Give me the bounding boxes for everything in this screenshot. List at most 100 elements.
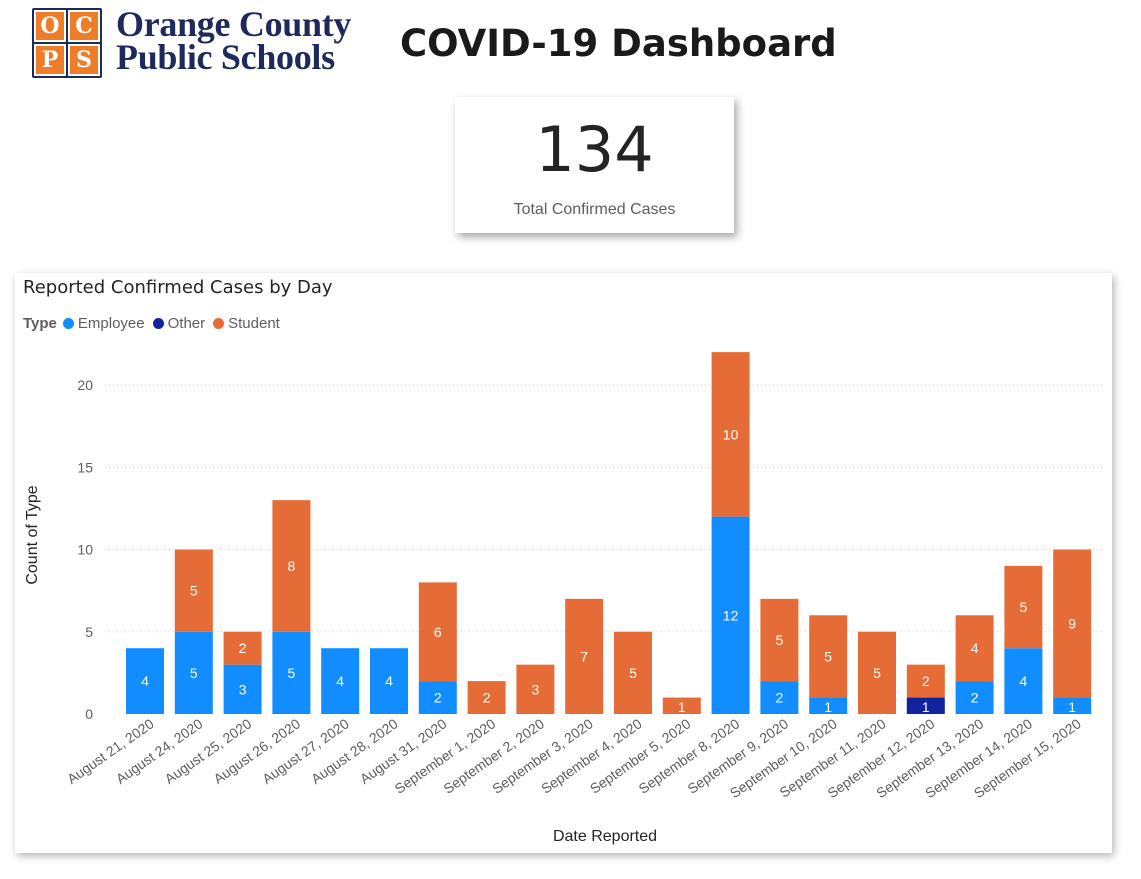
y-tick-label: 20 — [77, 377, 93, 393]
logo-letter: S — [68, 44, 100, 76]
data-label: 10 — [723, 426, 739, 442]
x-tick-label: August 21, 2020 — [64, 715, 157, 787]
legend-dot-other — [152, 318, 164, 329]
legend-label-other: Other — [167, 315, 206, 332]
data-label: 5 — [190, 665, 198, 681]
bar-segment-employee — [711, 516, 750, 714]
data-label: 5 — [824, 648, 832, 664]
bar-segment-student — [272, 500, 311, 632]
data-label: 2 — [971, 690, 979, 706]
legend-dot-employee — [62, 318, 74, 329]
total-cases-label: Total Confirmed Cases — [513, 201, 676, 218]
bar-segment-employee — [272, 631, 311, 714]
bar-segment-student — [614, 631, 652, 714]
logo-letter: C — [68, 10, 100, 42]
x-tick-label: August 25, 2020 — [162, 715, 255, 787]
data-label: 5 — [190, 583, 198, 599]
bar-segment-student — [809, 615, 848, 698]
x-axis-title: Date Reported — [553, 828, 657, 845]
bar-segment-student — [662, 697, 701, 714]
data-label: 2 — [776, 690, 784, 706]
data-label: 12 — [723, 607, 739, 623]
data-label: 5 — [288, 665, 296, 681]
bar-segment-employee — [223, 664, 262, 714]
data-label: 8 — [288, 558, 296, 574]
bar-segment-student — [418, 582, 457, 682]
total-cases-value: 134 — [535, 113, 654, 186]
data-label: 2 — [239, 640, 247, 656]
bar-segment-student — [711, 352, 750, 517]
bar-segment-other — [906, 697, 945, 714]
legend-item-other[interactable]: Other — [152, 315, 206, 332]
data-label: 9 — [1068, 616, 1076, 632]
data-label: 1 — [824, 699, 832, 715]
y-tick-label: 5 — [85, 624, 93, 640]
data-label: 5 — [629, 665, 637, 681]
bar-segment-employee — [126, 648, 164, 714]
logo-wordmark: Orange County Public Schools — [116, 6, 351, 77]
chart-title: Reported Confirmed Cases by Day — [23, 277, 333, 298]
logo-letter: P — [34, 44, 66, 76]
bar-segment-student — [174, 549, 213, 632]
bar-segment-student — [467, 681, 506, 714]
bar-segment-employee — [955, 681, 994, 714]
bar-segment-employee — [809, 697, 848, 714]
bar-segment-employee — [1004, 648, 1043, 714]
data-label: 5 — [873, 665, 881, 681]
x-tick-label: August 24, 2020 — [113, 715, 206, 787]
data-label: 2 — [434, 690, 442, 706]
legend-dot-student — [213, 318, 225, 329]
bar-segment-student — [760, 598, 799, 682]
bar-segment-student — [906, 664, 945, 698]
chart-legend: Type Employee Other Student — [23, 315, 288, 332]
data-label: 5 — [776, 632, 784, 648]
bar-segment-employee — [370, 648, 408, 714]
legend-title: Type — [23, 315, 57, 332]
bar-segment-student — [1004, 565, 1043, 649]
logo-line-2: Public Schools — [116, 37, 335, 77]
data-label: 3 — [532, 681, 540, 697]
cases-by-day-chart-card: Reported Confirmed Cases by Day Type Emp… — [15, 273, 1112, 853]
data-label: 1 — [1068, 699, 1076, 715]
data-label: 5 — [1020, 599, 1028, 615]
legend-item-employee[interactable]: Employee — [62, 315, 145, 332]
data-label: 1 — [678, 699, 686, 715]
x-tick-label: August 27, 2020 — [259, 715, 352, 787]
y-tick-label: 15 — [77, 459, 93, 475]
ocps-logo: O C P S Orange County Public Schools — [32, 6, 351, 82]
x-tick-label: August 26, 2020 — [210, 715, 303, 787]
legend-label-student: Student — [228, 315, 280, 332]
data-label: 1 — [922, 699, 930, 715]
data-label: 6 — [434, 624, 442, 640]
y-axis-title: Count of Type — [24, 485, 41, 584]
bar-segment-student — [955, 615, 994, 682]
data-label: 3 — [239, 681, 247, 697]
bar-segment-student — [858, 631, 896, 714]
total-cases-card: 134 Total Confirmed Cases — [455, 97, 734, 233]
data-label: 4 — [385, 673, 393, 689]
dashboard-title: COVID-19 Dashboard — [400, 22, 837, 65]
legend-label-employee: Employee — [77, 315, 145, 332]
bar-segment-student — [223, 631, 262, 665]
bar-segment-employee — [174, 631, 213, 714]
data-label: 2 — [483, 690, 491, 706]
legend-item-student[interactable]: Student — [213, 315, 280, 332]
data-label: 4 — [971, 640, 979, 656]
logo-mark: O C P S — [32, 8, 102, 78]
x-tick-label: August 28, 2020 — [308, 715, 401, 787]
bar-segment-employee — [418, 681, 457, 714]
data-label: 4 — [1020, 673, 1028, 689]
bar-segment-student — [565, 598, 604, 714]
bar-segment-employee — [321, 648, 360, 714]
data-label: 4 — [141, 673, 149, 689]
bar-segment-employee — [1053, 697, 1092, 714]
data-label: 2 — [922, 673, 930, 689]
bar-segment-employee — [760, 681, 799, 714]
y-tick-label: 0 — [85, 706, 93, 722]
bar-segment-student — [516, 664, 555, 714]
data-label: 4 — [336, 673, 344, 689]
logo-letter: O — [34, 10, 66, 42]
bar-segment-student — [1053, 549, 1092, 698]
data-label: 7 — [580, 648, 588, 664]
